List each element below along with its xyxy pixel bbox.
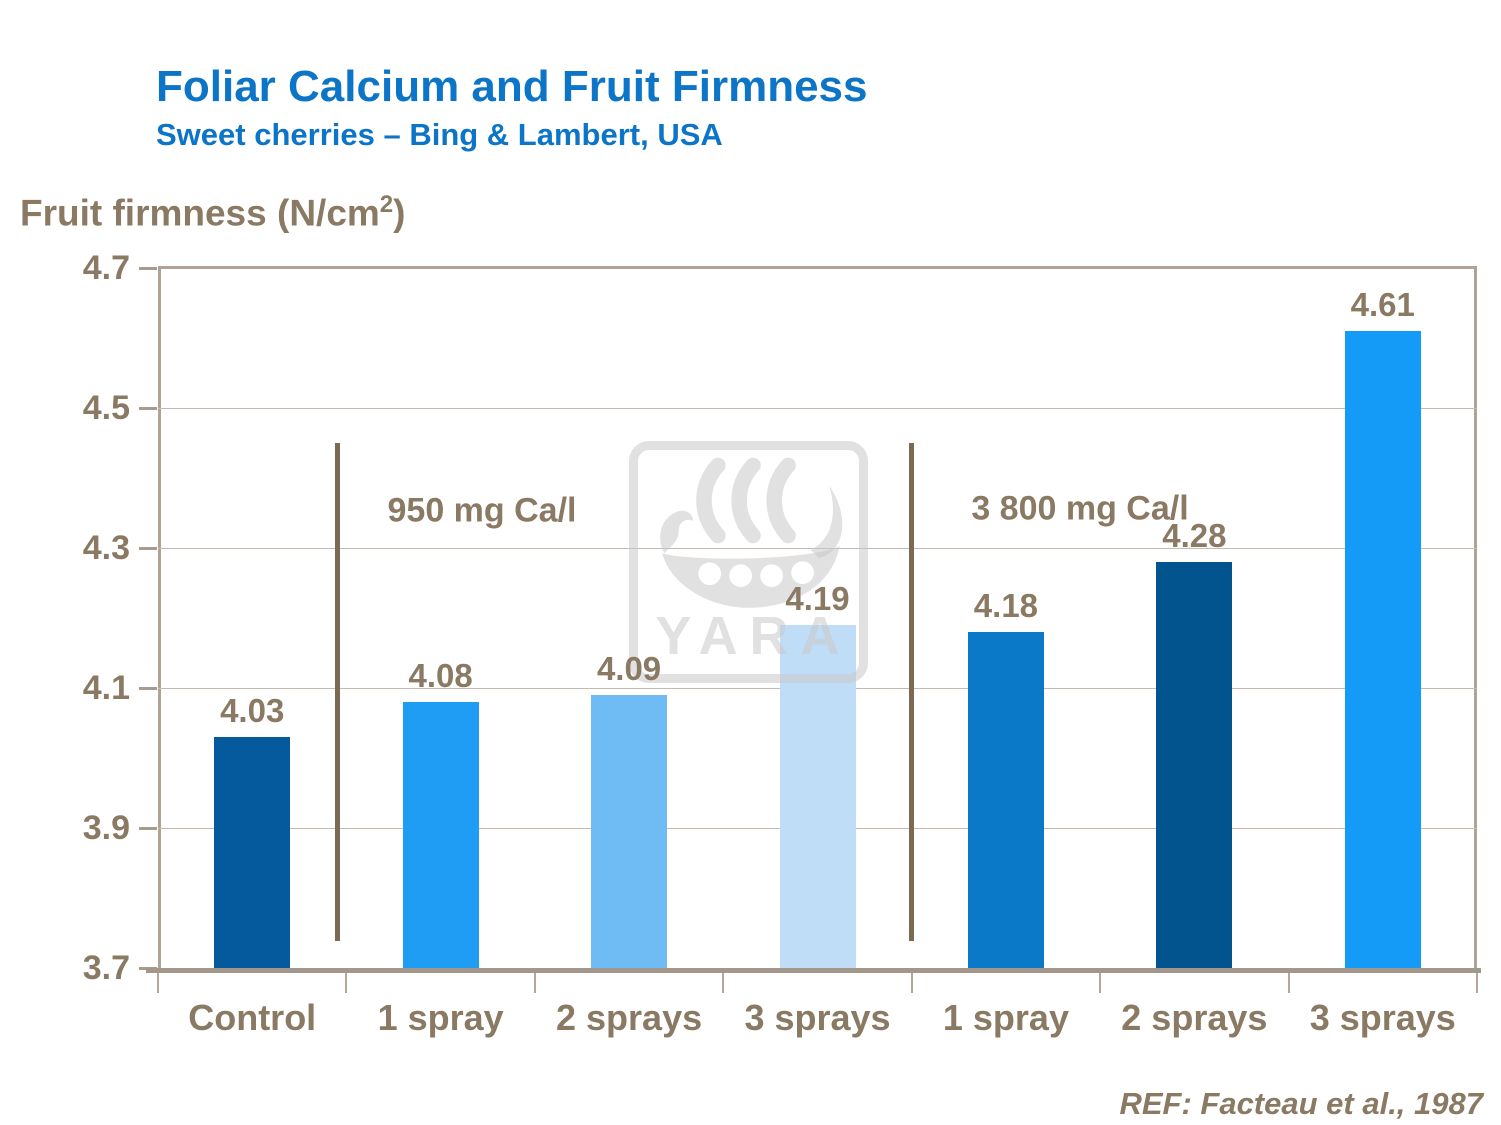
group-label-3800: 3 800 mg Ca/l [971,489,1189,528]
group-divider-3800 [909,443,914,941]
bar [967,632,1044,968]
y-axis-title: Fruit firmness (N/cm2) [20,191,405,234]
y-axis-tickmark [139,267,157,270]
x-axis-tickmark [722,973,725,993]
category-label: 2 sprays [1121,997,1268,1038]
x-axis-tickmark [1287,973,1290,993]
x-axis-tickmark [1099,973,1102,993]
x-axis-tickmark [533,973,536,993]
bar-value-label: 4.28 [1162,517,1227,554]
y-axis-title-close: ) [393,192,406,234]
y-tick-label: 3.7 [82,949,130,987]
category-label: 1 spray [942,997,1069,1038]
y-axis-tickmark [139,547,157,550]
group-divider-950 [335,443,340,941]
y-tick-label: 3.9 [82,809,130,847]
category-label: 1 spray [377,997,504,1038]
y-axis-tickmark [139,687,157,690]
bar [1344,331,1421,968]
y-axis-tickmark [139,407,157,410]
watermark-wordmark: YARA [655,606,852,666]
bar [1156,562,1233,968]
category-label: 3 sprays [1309,997,1456,1038]
bar-value-label: 4.19 [785,580,850,617]
x-axis-tickmark [910,973,913,993]
plot-area [158,266,1477,968]
y-axis-title-text: Fruit firmness (N/cm [20,192,380,234]
x-axis-tickmark [157,973,159,993]
slide-subtitle: Sweet cherries – Bing & Lambert, USA [156,117,723,152]
y-axis-tickmark [139,827,157,830]
bar-value-label: 4.08 [408,657,473,694]
bar-value-label: 4.18 [973,587,1039,624]
bar [402,702,479,968]
x-axis-line [146,968,1481,973]
y-tick-label: 4.1 [82,669,130,707]
slide-title: Foliar Calcium and Fruit Firmness [156,62,868,111]
y-tick-label: 4.5 [82,389,130,427]
x-axis-tickmark [345,973,348,993]
x-axis-tickmark [1476,973,1478,993]
bar [591,695,668,968]
bar-value-label: 4.61 [1350,286,1415,323]
bar-value-label: 4.03 [220,692,285,729]
y-axis-title-superscript: 2 [379,191,394,218]
group-label-950: 950 mg Ca/l [387,491,577,530]
y-tick-label: 4.7 [82,249,130,287]
y-tick-label: 4.3 [82,529,130,567]
category-label: 2 sprays [556,997,703,1038]
bar-value-label: 4.09 [596,650,662,687]
bar [214,737,291,968]
category-label: 3 sprays [744,997,891,1038]
watermark-frame [629,441,868,683]
reference-text: REF: Facteau et al., 1987 [1119,1086,1483,1121]
category-label: Control [188,997,317,1038]
gridline [158,407,1477,409]
viking-ship-icon [660,457,843,608]
